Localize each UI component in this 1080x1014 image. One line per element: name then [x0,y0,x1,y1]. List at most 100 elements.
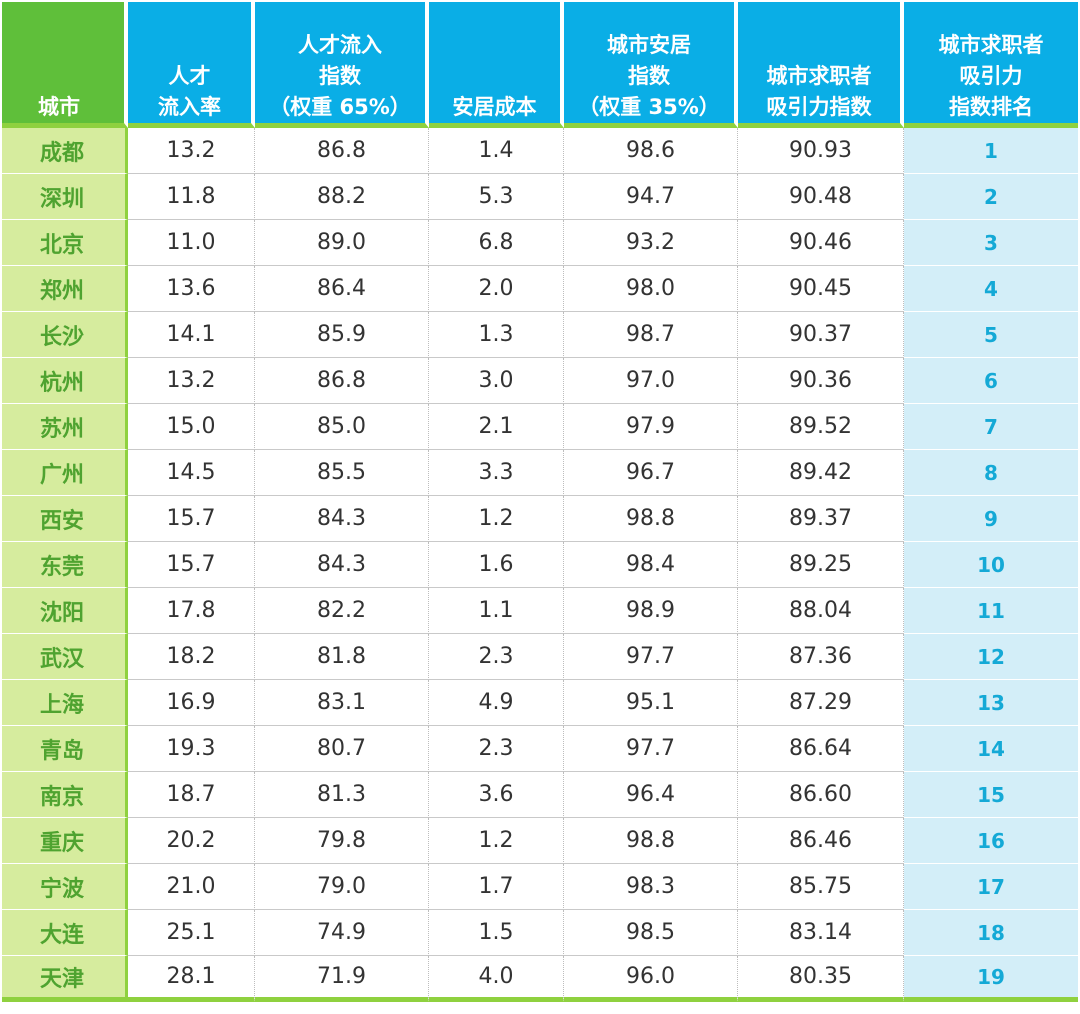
rank-cell: 9 [904,496,1078,542]
housing-cost-cell: 1.5 [429,910,564,956]
table-row: 天津 28.1 71.9 4.0 96.0 80.35 19 [2,956,1078,1002]
header-housing-cost: 安居成本 [429,2,564,128]
table-row: 武汉 18.2 81.8 2.3 97.7 87.36 12 [2,634,1078,680]
attraction-index-cell: 90.37 [738,312,904,358]
talent-inflow-rate-cell: 14.1 [128,312,255,358]
table-row: 东莞 15.7 84.3 1.6 98.4 89.25 10 [2,542,1078,588]
city-cell: 长沙 [2,312,128,358]
header-talent-inflow-index: 人才流入 指数 （权重 65%） [255,2,429,128]
header-line: （权重 35%） [578,95,720,119]
header-line: 城市求职者 [766,64,872,88]
city-cell: 广州 [2,450,128,496]
table-row: 广州 14.5 85.5 3.3 96.7 89.42 8 [2,450,1078,496]
rank-cell: 19 [904,956,1078,1002]
table-row: 上海 16.9 83.1 4.9 95.1 87.29 13 [2,680,1078,726]
talent-inflow-index-cell: 86.8 [255,358,429,404]
city-cell: 青岛 [2,726,128,772]
city-cell: 杭州 [2,358,128,404]
attraction-index-cell: 90.48 [738,174,904,220]
table-row: 深圳 11.8 88.2 5.3 94.7 90.48 2 [2,174,1078,220]
housing-cost-cell: 1.7 [429,864,564,910]
talent-inflow-index-cell: 86.4 [255,266,429,312]
housing-index-cell: 96.0 [564,956,738,1002]
talent-inflow-rate-cell: 13.2 [128,128,255,174]
table-row: 长沙 14.1 85.9 1.3 98.7 90.37 5 [2,312,1078,358]
table-row: 重庆 20.2 79.8 1.2 98.8 86.46 16 [2,818,1078,864]
talent-inflow-rate-cell: 15.7 [128,542,255,588]
attraction-index-cell: 87.36 [738,634,904,680]
header-talent-inflow-rate: 人才 流入率 [128,2,255,128]
table-header: 城市 人才 流入率 人才流入 指数 （权重 65%） 安居成本 城市安居 指数 … [2,2,1078,128]
talent-inflow-index-cell: 71.9 [255,956,429,1002]
table-row: 成都 13.2 86.8 1.4 98.6 90.93 1 [2,128,1078,174]
rank-cell: 15 [904,772,1078,818]
header-row: 城市 人才 流入率 人才流入 指数 （权重 65%） 安居成本 城市安居 指数 … [2,2,1078,128]
housing-index-cell: 96.4 [564,772,738,818]
table-row: 青岛 19.3 80.7 2.3 97.7 86.64 14 [2,726,1078,772]
rank-cell: 10 [904,542,1078,588]
header-line: 吸引力指数 [766,95,872,119]
city-cell: 郑州 [2,266,128,312]
housing-cost-cell: 3.0 [429,358,564,404]
housing-cost-cell: 1.2 [429,496,564,542]
attraction-index-cell: 90.46 [738,220,904,266]
table-row: 沈阳 17.8 82.2 1.1 98.9 88.04 11 [2,588,1078,634]
header-attraction-index: 城市求职者 吸引力指数 [738,2,904,128]
talent-inflow-rate-cell: 21.0 [128,864,255,910]
table-body: 成都 13.2 86.8 1.4 98.6 90.93 1 深圳 11.8 88.2 5.3 94.7… [2,128,1078,1002]
attraction-index-cell: 86.60 [738,772,904,818]
rank-cell: 3 [904,220,1078,266]
rank-cell: 7 [904,404,1078,450]
housing-cost-cell: 2.3 [429,726,564,772]
attraction-index-cell: 89.25 [738,542,904,588]
rank-cell: 5 [904,312,1078,358]
talent-inflow-rate-cell: 11.0 [128,220,255,266]
housing-index-cell: 98.8 [564,818,738,864]
city-cell: 天津 [2,956,128,1002]
talent-inflow-rate-cell: 19.3 [128,726,255,772]
talent-inflow-index-cell: 81.8 [255,634,429,680]
city-cell: 上海 [2,680,128,726]
housing-index-cell: 97.7 [564,634,738,680]
talent-inflow-rate-cell: 18.2 [128,634,255,680]
table-row: 杭州 13.2 86.8 3.0 97.0 90.36 6 [2,358,1078,404]
attraction-index-cell: 86.46 [738,818,904,864]
housing-index-cell: 94.7 [564,174,738,220]
housing-index-cell: 97.0 [564,358,738,404]
header-line: 指数 [628,64,670,88]
housing-index-cell: 98.5 [564,910,738,956]
housing-index-cell: 95.1 [564,680,738,726]
city-cell: 苏州 [2,404,128,450]
attraction-index-cell: 89.42 [738,450,904,496]
housing-index-cell: 96.7 [564,450,738,496]
city-cell: 成都 [2,128,128,174]
table-row: 郑州 13.6 86.4 2.0 98.0 90.45 4 [2,266,1078,312]
header-line: 人才 [168,64,211,88]
housing-index-cell: 97.9 [564,404,738,450]
housing-cost-cell: 4.9 [429,680,564,726]
attraction-index-cell: 87.29 [738,680,904,726]
attraction-index-cell: 85.75 [738,864,904,910]
city-cell: 沈阳 [2,588,128,634]
header-city: 城市 [2,2,128,128]
header-line: 城市求职者 [938,33,1044,57]
table-row: 苏州 15.0 85.0 2.1 97.9 89.52 7 [2,404,1078,450]
attraction-index-cell: 90.45 [738,266,904,312]
housing-cost-cell: 2.1 [429,404,564,450]
housing-index-cell: 97.7 [564,726,738,772]
talent-inflow-index-cell: 84.3 [255,542,429,588]
talent-inflow-index-cell: 79.8 [255,818,429,864]
header-rank: 城市求职者 吸引力 指数排名 [904,2,1078,128]
housing-index-cell: 98.4 [564,542,738,588]
table-row: 西安 15.7 84.3 1.2 98.8 89.37 9 [2,496,1078,542]
housing-cost-cell: 2.3 [429,634,564,680]
header-housing-index: 城市安居 指数 （权重 35%） [564,2,738,128]
talent-inflow-rate-cell: 13.6 [128,266,255,312]
talent-inflow-rate-cell: 14.5 [128,450,255,496]
rank-cell: 1 [904,128,1078,174]
city-cell: 东莞 [2,542,128,588]
talent-inflow-rate-cell: 15.0 [128,404,255,450]
header-line: 指数 [319,64,361,88]
attraction-index-cell: 88.04 [738,588,904,634]
